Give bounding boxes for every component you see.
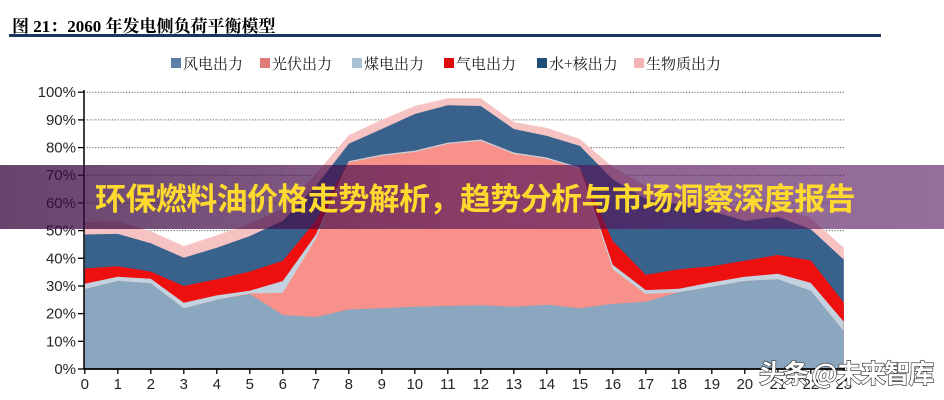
svg-text:10: 10 bbox=[406, 376, 423, 393]
svg-text:0: 0 bbox=[81, 376, 89, 393]
svg-text:3: 3 bbox=[180, 376, 188, 393]
svg-text:8: 8 bbox=[345, 376, 353, 393]
svg-text:16: 16 bbox=[604, 376, 621, 393]
svg-text:21: 21 bbox=[769, 376, 786, 393]
svg-text:15: 15 bbox=[571, 376, 588, 393]
svg-text:1: 1 bbox=[114, 376, 122, 393]
svg-text:4: 4 bbox=[213, 376, 221, 393]
svg-text:17: 17 bbox=[637, 376, 654, 393]
svg-text:14: 14 bbox=[538, 376, 555, 393]
svg-text:2: 2 bbox=[147, 376, 155, 393]
svg-text:40%: 40% bbox=[46, 250, 76, 267]
svg-text:5: 5 bbox=[246, 376, 254, 393]
svg-text:100%: 100% bbox=[38, 84, 76, 101]
svg-text:7: 7 bbox=[312, 376, 320, 393]
svg-text:12: 12 bbox=[472, 376, 489, 393]
svg-text:0%: 0% bbox=[54, 361, 76, 378]
svg-text:11: 11 bbox=[440, 376, 456, 393]
svg-text:10%: 10% bbox=[46, 333, 76, 350]
svg-text:19: 19 bbox=[703, 376, 720, 393]
svg-text:80%: 80% bbox=[46, 140, 76, 157]
svg-text:90%: 90% bbox=[46, 112, 76, 129]
svg-text:9: 9 bbox=[378, 376, 386, 393]
svg-text:30%: 30% bbox=[46, 278, 76, 295]
svg-text:23: 23 bbox=[835, 376, 852, 393]
svg-text:6: 6 bbox=[279, 376, 287, 393]
svg-text:13: 13 bbox=[505, 376, 522, 393]
svg-text:20%: 20% bbox=[46, 306, 76, 323]
svg-text:22: 22 bbox=[802, 376, 819, 393]
svg-text:20: 20 bbox=[736, 376, 753, 393]
svg-text:18: 18 bbox=[670, 376, 687, 393]
